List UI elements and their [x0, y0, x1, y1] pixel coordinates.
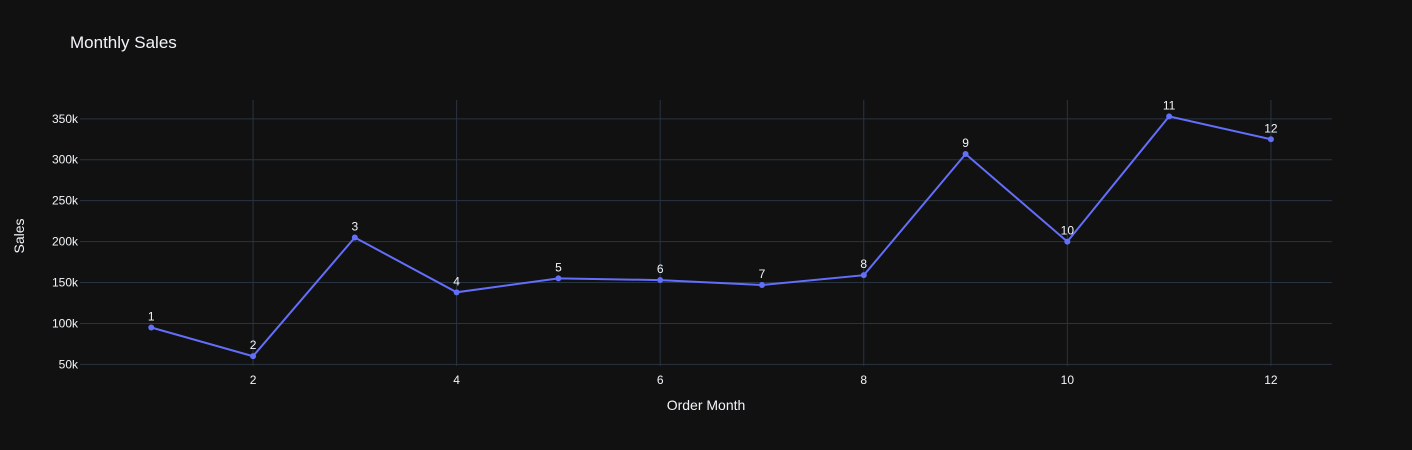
- data-point: [351, 234, 358, 241]
- y-tick-label: 300k: [52, 153, 79, 167]
- data-point-label: 9: [962, 136, 969, 150]
- data-point-label: 5: [555, 260, 562, 274]
- y-tick-label: 250k: [52, 194, 79, 208]
- data-point-label: 11: [1163, 98, 1176, 112]
- data-point: [1267, 136, 1274, 143]
- y-tick-label: 350k: [52, 112, 79, 126]
- x-tick-label: 4: [453, 373, 460, 387]
- y-tick-label: 50k: [59, 357, 79, 371]
- data-point-label: 4: [453, 274, 460, 288]
- data-point: [962, 151, 969, 158]
- data-point: [250, 353, 257, 360]
- y-tick-label: 150k: [52, 276, 79, 290]
- data-point: [1166, 113, 1173, 120]
- x-tick-label: 2: [250, 373, 257, 387]
- data-point: [1064, 238, 1071, 245]
- data-point-label: 2: [250, 338, 257, 352]
- data-point-label: 1: [148, 310, 155, 324]
- x-axis-title: Order Month: [667, 397, 746, 413]
- data-point: [148, 324, 155, 331]
- data-point: [555, 275, 562, 282]
- x-tick-label: 8: [860, 373, 867, 387]
- sales-series-line: [151, 115, 1272, 358]
- x-gridlines: [252, 100, 1272, 366]
- series-markers: [148, 113, 1274, 360]
- data-point: [860, 272, 867, 279]
- y-tick-label: 100k: [52, 316, 79, 330]
- data-point-label: 3: [351, 220, 358, 234]
- x-axis-ticks: 2 4 6 8 10 12: [250, 373, 1278, 387]
- data-point: [657, 277, 664, 284]
- y-axis-title: Sales: [11, 218, 27, 253]
- x-tick-label: 6: [657, 373, 664, 387]
- x-tick-label: 12: [1264, 373, 1278, 387]
- data-point-label: 12: [1264, 121, 1278, 135]
- data-point-label: 7: [759, 267, 766, 281]
- data-point-label: 6: [657, 262, 664, 276]
- data-point-label: 8: [860, 257, 867, 271]
- data-point-label: 10: [1061, 224, 1075, 238]
- chart-title: Monthly Sales: [70, 33, 177, 52]
- y-tick-label: 200k: [52, 235, 79, 249]
- data-point: [758, 281, 765, 288]
- y-axis-ticks: 50k 100k 150k 200k 250k 300k 350k: [52, 112, 79, 372]
- data-point: [453, 289, 460, 296]
- y-gridlines: [80, 118, 1332, 365]
- x-tick-label: 10: [1061, 373, 1075, 387]
